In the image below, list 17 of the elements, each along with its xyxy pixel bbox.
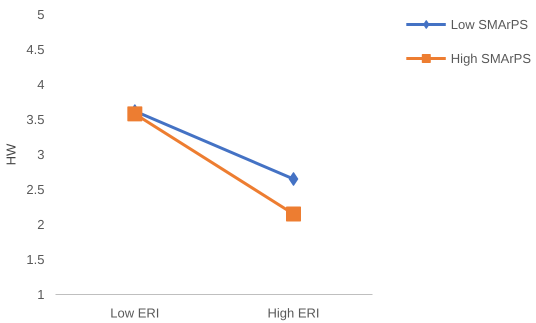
x-tick-label: Low ERI: [110, 306, 160, 320]
y-tick-label: 2: [37, 217, 45, 232]
y-tick-label: 2.5: [26, 182, 45, 197]
point: [286, 206, 301, 222]
y-tick-label: 4.5: [26, 42, 45, 57]
x-tick-label: High ERI: [267, 306, 320, 320]
point: [288, 172, 298, 186]
y-tick-label: 3.5: [26, 112, 45, 127]
y-tick-label: 1: [37, 287, 45, 302]
y-tick-label: 3: [37, 147, 45, 162]
y-tick-label: 4: [37, 77, 45, 92]
point: [127, 106, 142, 122]
y-tick-label: 1.5: [26, 252, 45, 267]
y-axis-title: HW: [3, 142, 18, 166]
y-tick-label: 5: [37, 7, 45, 22]
legend-label: High SMArPS: [450, 50, 531, 66]
legend-label: Low SMArPS: [450, 16, 528, 32]
